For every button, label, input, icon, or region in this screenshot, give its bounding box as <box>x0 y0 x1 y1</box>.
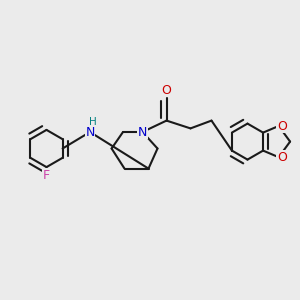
Text: F: F <box>43 169 50 182</box>
Text: O: O <box>277 119 286 133</box>
Text: O: O <box>162 83 171 97</box>
Text: O: O <box>277 151 286 164</box>
Text: N: N <box>138 125 147 139</box>
Text: H: H <box>89 116 97 127</box>
Text: N: N <box>85 125 95 139</box>
